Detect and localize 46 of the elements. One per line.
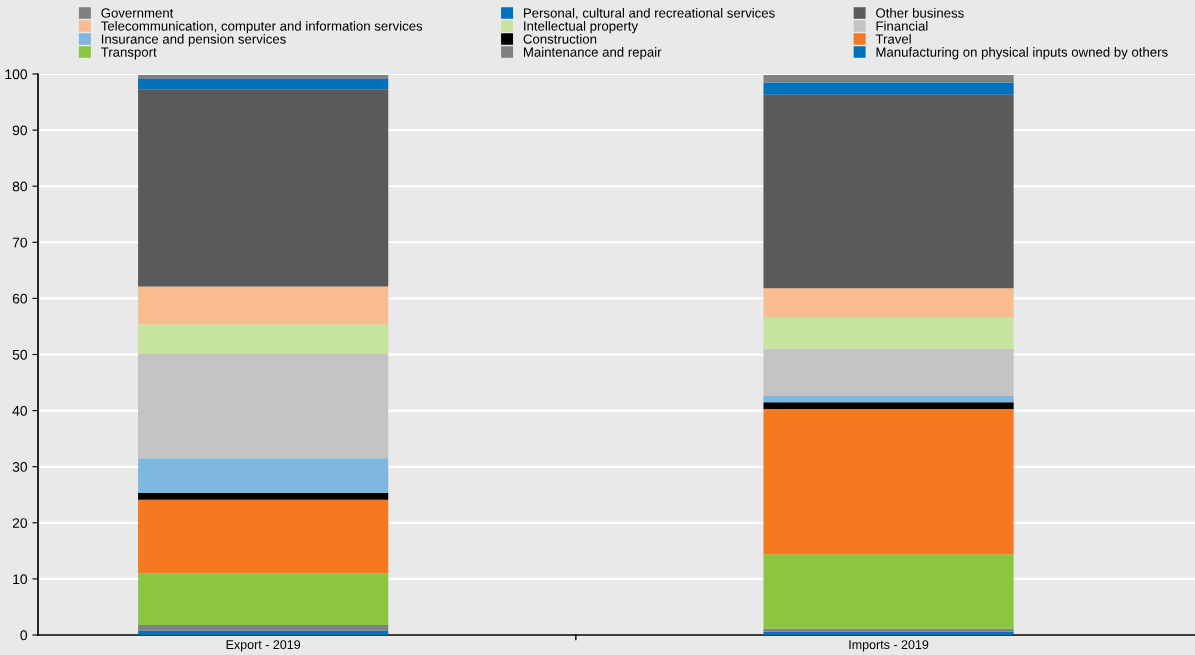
x-tick-label: Export - 2019: [226, 640, 301, 652]
bar: [763, 554, 1014, 629]
bar: [763, 94, 1014, 289]
y-tick-label: 0: [20, 630, 28, 641]
legend-label: Transport: [101, 47, 157, 60]
y-tick-label: 20: [12, 518, 28, 528]
legend-label: Other business: [876, 7, 964, 18]
y-tick-label: 50: [12, 349, 28, 360]
bar: [763, 408, 1014, 555]
bar: [138, 573, 389, 625]
legend-label: Intellectual property: [524, 21, 639, 34]
bar: [138, 79, 389, 90]
legend-label: Construction: [523, 34, 597, 44]
legend-label: Financial: [876, 21, 928, 31]
y-tick-label: 70: [12, 237, 28, 248]
bar: [138, 89, 389, 287]
bar: [763, 288, 1014, 317]
legend-label: Personal, cultural and recreational services: [524, 7, 775, 20]
legend-label: Telecommunication, computer and information services: [101, 21, 423, 34]
bar: [138, 75, 389, 80]
bar: [763, 82, 1014, 95]
y-tick-label: 30: [12, 462, 28, 472]
bar: [138, 286, 389, 325]
y-tick-label: 100: [5, 69, 28, 80]
y-tick-label: 60: [12, 293, 28, 304]
bar: [763, 402, 1014, 409]
legend-label: Manufacturing on physical inputs owned by others: [876, 47, 1168, 60]
legend-label: Government: [101, 8, 174, 18]
bar: [138, 493, 389, 500]
bar: [138, 353, 389, 459]
bar: [138, 624, 389, 631]
legend-label: Travel: [875, 34, 911, 44]
legend-label: Maintenance and repair: [524, 47, 662, 60]
x-tick-label: Imports - 2019: [849, 640, 929, 652]
legend-label: Insurance and pension services: [101, 34, 286, 47]
y-tick-label: 10: [13, 574, 28, 585]
bar: [763, 75, 1014, 83]
y-tick-label: 80: [12, 181, 28, 192]
bar: [138, 458, 389, 494]
y-tick-label: 40: [12, 405, 28, 416]
bar: [763, 348, 1014, 397]
bar: [138, 499, 389, 574]
bar: [138, 324, 389, 354]
bar: [763, 396, 1014, 403]
bar: [763, 316, 1014, 349]
y-tick-label: 90: [12, 125, 28, 136]
